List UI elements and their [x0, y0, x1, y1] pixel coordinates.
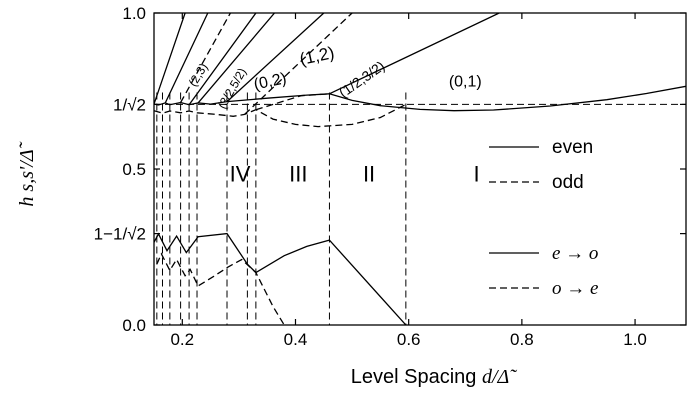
- odd-curve: [244, 13, 353, 115]
- legend-label: odd: [552, 172, 584, 193]
- even-curve: [226, 13, 325, 103]
- y-axis-label: h s,s'/Δ̃: [16, 141, 38, 206]
- state-label: (1,2): [298, 43, 336, 69]
- region-label: III: [289, 161, 307, 186]
- x-tick-label: 0.2: [170, 330, 194, 349]
- region-label: I: [474, 161, 480, 186]
- odd-curve: [154, 103, 407, 128]
- even-curve: [154, 13, 186, 105]
- legend-label: e → o: [552, 243, 598, 264]
- even-curve: [154, 232, 407, 325]
- legend-entry: even: [489, 137, 593, 158]
- legend-entry: o → e: [489, 278, 598, 299]
- state-label: (1/2,3/2): [336, 58, 388, 101]
- region-label: II: [363, 161, 375, 186]
- even-curve: [164, 13, 209, 104]
- x-tick-label: 0.4: [284, 330, 308, 349]
- x-tick-label: 0.8: [510, 330, 534, 349]
- legend-entry: odd: [489, 172, 584, 193]
- even-curve: [188, 13, 257, 106]
- state-label: (0,1): [449, 73, 482, 90]
- odd-curve: [180, 13, 231, 103]
- even-curve: [197, 13, 275, 104]
- y-tick-label: 1−1/√2: [94, 225, 146, 244]
- even-curve: [329, 13, 500, 95]
- y-tick-label: 0.0: [122, 316, 146, 335]
- y-tick-label: 1/√2: [113, 95, 146, 114]
- x-tick-label: 0.6: [397, 330, 421, 349]
- legend-entry: e → o: [489, 243, 598, 264]
- state-label: (2,3): [186, 61, 211, 89]
- y-tick-label: 0.5: [122, 160, 146, 179]
- x-axis-label: Level Spacing d/Δ̃: [351, 366, 517, 388]
- x-tick-label: 1.0: [623, 330, 647, 349]
- even-curve: [154, 85, 686, 112]
- region-label: IV: [230, 161, 251, 186]
- odd-curve: [156, 252, 285, 325]
- legend-label: o → e: [552, 278, 598, 299]
- state-label: (0,2): [252, 70, 288, 93]
- legend-label: even: [552, 137, 593, 158]
- y-tick-label: 1.0: [122, 4, 146, 23]
- odd-curve: [255, 93, 330, 111]
